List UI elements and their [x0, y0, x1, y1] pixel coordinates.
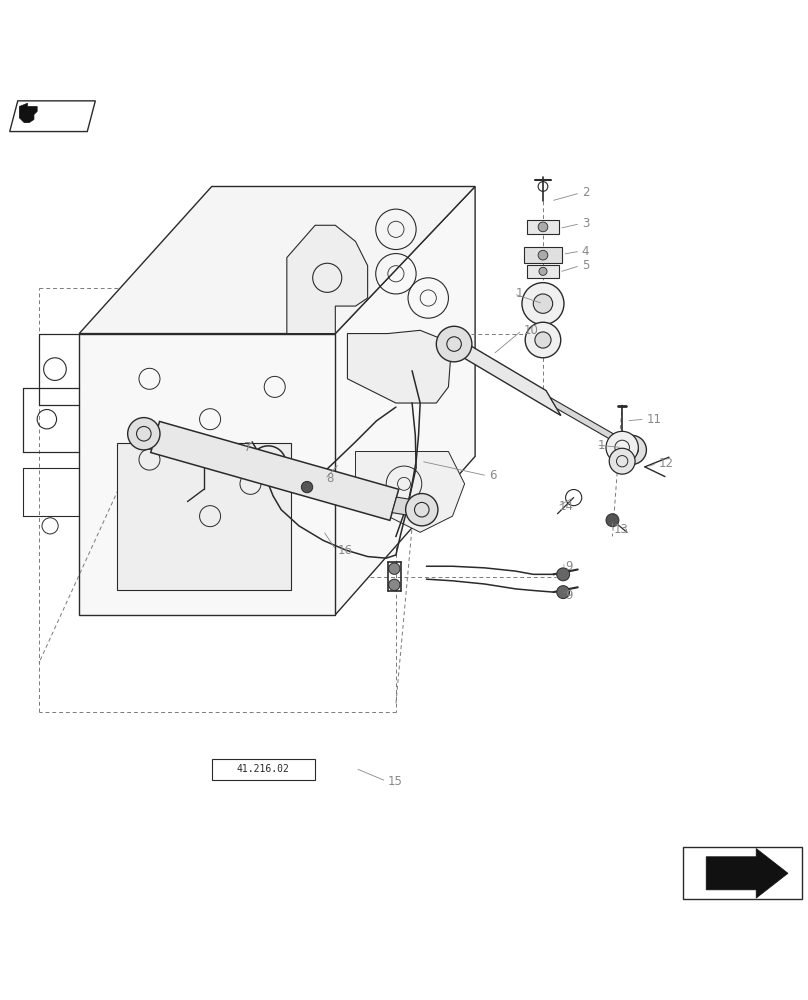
Text: 1: 1	[598, 439, 605, 452]
Circle shape	[539, 267, 547, 275]
Circle shape	[389, 579, 400, 590]
Text: 10: 10	[524, 324, 538, 337]
Polygon shape	[392, 497, 416, 516]
Circle shape	[557, 586, 570, 599]
Circle shape	[557, 568, 570, 581]
Circle shape	[617, 435, 646, 464]
Circle shape	[525, 322, 561, 358]
Text: 15: 15	[388, 775, 402, 788]
Circle shape	[128, 418, 160, 450]
Circle shape	[389, 563, 400, 574]
Text: 9: 9	[566, 560, 573, 573]
Circle shape	[606, 431, 638, 464]
Polygon shape	[527, 220, 559, 234]
Polygon shape	[79, 186, 475, 334]
Text: 41.216.02: 41.216.02	[237, 764, 290, 774]
Polygon shape	[79, 334, 335, 615]
Circle shape	[538, 250, 548, 260]
Polygon shape	[10, 101, 95, 132]
Circle shape	[436, 326, 472, 362]
Bar	[683, 847, 802, 899]
Polygon shape	[550, 397, 627, 449]
Polygon shape	[19, 103, 37, 123]
Text: 16: 16	[338, 544, 353, 557]
Text: 8: 8	[326, 472, 334, 485]
Circle shape	[533, 294, 553, 313]
Text: 1: 1	[516, 287, 523, 300]
Text: 3: 3	[582, 217, 589, 230]
Circle shape	[609, 448, 635, 474]
Text: 14: 14	[559, 500, 574, 513]
Polygon shape	[706, 848, 788, 898]
Polygon shape	[527, 265, 559, 278]
Circle shape	[406, 494, 438, 526]
Polygon shape	[447, 332, 561, 416]
Text: 5: 5	[582, 259, 589, 272]
Text: 6: 6	[489, 469, 496, 482]
Polygon shape	[335, 186, 475, 615]
Text: 11: 11	[646, 413, 662, 426]
Polygon shape	[151, 421, 398, 520]
Polygon shape	[347, 330, 451, 403]
Circle shape	[538, 222, 548, 232]
Text: 7: 7	[244, 441, 251, 454]
Text: 2: 2	[582, 186, 589, 199]
Text: 13: 13	[614, 523, 629, 536]
Text: 4: 4	[582, 245, 589, 258]
Bar	[212, 759, 315, 780]
Polygon shape	[117, 443, 291, 590]
Circle shape	[606, 514, 619, 527]
Text: 9: 9	[566, 589, 573, 602]
Text: 12: 12	[659, 457, 674, 470]
Polygon shape	[356, 452, 465, 532]
Circle shape	[535, 332, 551, 348]
Circle shape	[522, 283, 564, 325]
Polygon shape	[287, 225, 368, 334]
Polygon shape	[524, 247, 562, 263]
Circle shape	[301, 481, 313, 493]
